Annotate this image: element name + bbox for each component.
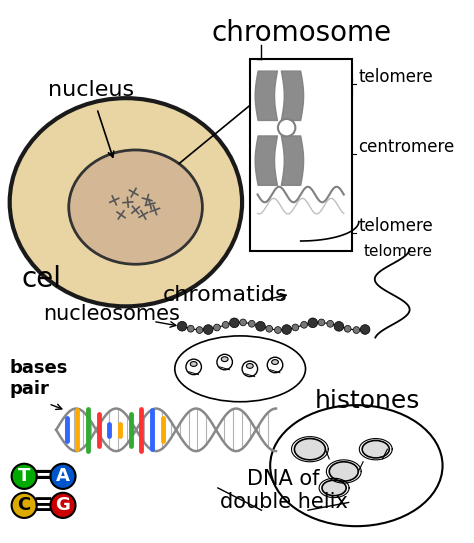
Text: histones: histones <box>315 389 420 413</box>
Circle shape <box>344 325 351 332</box>
Circle shape <box>360 325 370 334</box>
Text: ≡: ≡ <box>32 494 53 517</box>
Ellipse shape <box>329 462 358 481</box>
Circle shape <box>196 327 203 333</box>
Circle shape <box>50 464 75 489</box>
Circle shape <box>203 325 213 334</box>
Circle shape <box>255 321 265 331</box>
Text: G: G <box>55 496 70 514</box>
Ellipse shape <box>9 98 242 306</box>
Circle shape <box>301 321 308 328</box>
Ellipse shape <box>175 336 306 402</box>
Ellipse shape <box>322 480 346 496</box>
Circle shape <box>248 320 255 327</box>
Circle shape <box>292 324 299 331</box>
Circle shape <box>217 354 232 370</box>
Circle shape <box>177 321 187 331</box>
Text: nucleus: nucleus <box>48 80 135 100</box>
Circle shape <box>267 357 283 372</box>
Circle shape <box>222 321 229 329</box>
Bar <box>250 59 352 251</box>
Text: telomere: telomere <box>358 217 433 235</box>
Text: nucleosomes: nucleosomes <box>44 305 181 324</box>
Circle shape <box>266 325 273 332</box>
Ellipse shape <box>362 440 389 458</box>
Text: T: T <box>18 468 30 485</box>
Ellipse shape <box>69 150 202 264</box>
Ellipse shape <box>278 119 295 136</box>
Circle shape <box>186 359 201 375</box>
Ellipse shape <box>221 357 228 362</box>
Circle shape <box>242 361 257 376</box>
Circle shape <box>327 320 334 327</box>
Circle shape <box>240 319 246 326</box>
Text: =: = <box>32 464 53 488</box>
Circle shape <box>308 318 318 327</box>
Circle shape <box>334 321 344 331</box>
Text: chromosome: chromosome <box>211 18 391 47</box>
Ellipse shape <box>270 405 443 526</box>
Text: cel: cel <box>21 266 61 293</box>
Text: DNA of
double helix: DNA of double helix <box>220 469 347 512</box>
Text: bases
pair: bases pair <box>9 359 68 398</box>
Text: telomere: telomere <box>358 68 433 86</box>
Text: A: A <box>56 468 70 485</box>
Text: chromatids: chromatids <box>163 285 287 305</box>
Circle shape <box>274 327 281 333</box>
Ellipse shape <box>190 362 197 367</box>
Circle shape <box>229 318 239 327</box>
Text: C: C <box>18 496 31 514</box>
Circle shape <box>213 324 220 331</box>
Circle shape <box>282 325 292 334</box>
Circle shape <box>12 464 37 489</box>
Circle shape <box>318 319 325 326</box>
Text: centromere: centromere <box>358 138 455 156</box>
Circle shape <box>187 325 194 332</box>
Ellipse shape <box>272 359 278 364</box>
Circle shape <box>50 493 75 518</box>
Circle shape <box>353 327 360 333</box>
Circle shape <box>12 493 37 518</box>
Text: telomere: telomere <box>364 243 433 258</box>
Ellipse shape <box>246 363 253 368</box>
Ellipse shape <box>294 439 325 460</box>
